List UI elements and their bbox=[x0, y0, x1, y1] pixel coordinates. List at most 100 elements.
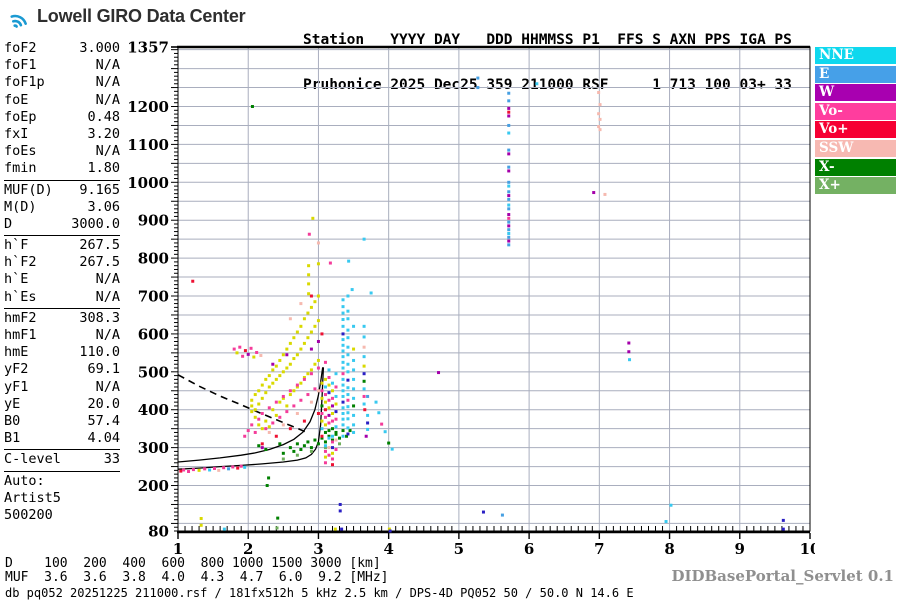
echo-point bbox=[330, 412, 334, 416]
echo-legend: NNE E W Vo- Vo+ SSW X- X+ bbox=[815, 47, 896, 196]
echo-point bbox=[320, 396, 324, 400]
echo-point bbox=[341, 338, 345, 342]
echo-point bbox=[208, 468, 212, 472]
parameter-label: C-level bbox=[4, 451, 61, 468]
parameter-label: 500200 bbox=[4, 506, 53, 523]
echo-point bbox=[507, 228, 511, 232]
echo-point bbox=[348, 429, 352, 433]
parameter-value: 3.20 bbox=[87, 125, 120, 142]
echo-point bbox=[275, 526, 279, 530]
echo-point bbox=[274, 413, 278, 417]
echo-point bbox=[350, 288, 354, 292]
giro-logo: Lowell GIRO Data Center bbox=[7, 3, 246, 29]
echo-point bbox=[327, 406, 331, 410]
x-tick-label: 7 bbox=[594, 540, 604, 558]
echo-point bbox=[316, 319, 320, 323]
ionogram-chart: 1357120011001000900800700600500400300200… bbox=[127, 39, 815, 559]
echo-point bbox=[257, 417, 261, 421]
echo-point bbox=[309, 368, 313, 372]
echo-point bbox=[309, 372, 313, 376]
echo-point bbox=[346, 432, 350, 436]
echo-point bbox=[253, 415, 257, 419]
echo-point bbox=[330, 440, 334, 444]
echo-point bbox=[246, 352, 250, 356]
servlet-version-label: DIDBasePortal_Servlet 0.1 bbox=[671, 567, 894, 585]
echo-point bbox=[281, 457, 285, 461]
echo-point bbox=[267, 374, 271, 378]
parameter-row: yF1 N/A bbox=[4, 379, 120, 396]
echo-point bbox=[306, 440, 310, 444]
echo-point bbox=[323, 449, 327, 453]
parameter-value: N/A bbox=[95, 57, 120, 74]
parameter-value: 3000.0 bbox=[71, 215, 120, 232]
echo-point bbox=[341, 318, 345, 322]
echo-point bbox=[320, 404, 324, 408]
y-tick-label: 1200 bbox=[127, 98, 169, 116]
echo-point bbox=[362, 355, 366, 359]
echo-point bbox=[346, 362, 350, 366]
echo-point bbox=[598, 117, 602, 121]
echo-point bbox=[260, 427, 264, 431]
echo-point bbox=[334, 438, 338, 442]
echo-point bbox=[323, 393, 327, 397]
echo-point bbox=[346, 393, 350, 397]
echo-point bbox=[369, 291, 373, 295]
echo-point bbox=[316, 412, 320, 416]
echo-point bbox=[334, 410, 338, 414]
echo-point bbox=[346, 426, 350, 430]
echo-point bbox=[264, 377, 268, 381]
echo-point bbox=[327, 446, 331, 450]
legend-item-ssw: SSW bbox=[815, 139, 896, 157]
echo-point bbox=[507, 152, 511, 156]
parameter-row: hmF2 308.3 bbox=[4, 310, 120, 327]
parameter-value: 33 bbox=[103, 451, 120, 468]
y-tick-label: 300 bbox=[138, 439, 169, 457]
echo-point bbox=[598, 128, 602, 132]
echo-point bbox=[299, 381, 303, 385]
x-tick-label: 2 bbox=[243, 540, 253, 558]
echo-point bbox=[217, 468, 221, 472]
echo-point bbox=[352, 347, 356, 351]
echo-point bbox=[352, 324, 356, 328]
parameter-value: 1.80 bbox=[87, 160, 120, 177]
echo-point bbox=[328, 261, 332, 265]
muf-transmission-curve bbox=[177, 374, 310, 435]
echo-point bbox=[327, 434, 331, 438]
echo-point bbox=[346, 328, 350, 332]
echo-point bbox=[232, 347, 236, 351]
parameter-value: 4.04 bbox=[87, 430, 120, 447]
echo-point bbox=[323, 430, 327, 434]
echo-point bbox=[267, 425, 271, 429]
parameter-label: foEs bbox=[4, 143, 37, 160]
echo-point bbox=[341, 377, 345, 381]
echo-point bbox=[507, 231, 511, 235]
echo-point bbox=[338, 436, 342, 440]
echo-point bbox=[222, 527, 226, 531]
echo-point bbox=[292, 357, 296, 361]
echo-point bbox=[260, 396, 264, 400]
echo-point bbox=[366, 427, 370, 431]
parameter-row: h`Es N/A bbox=[4, 289, 120, 306]
echo-point bbox=[267, 406, 271, 410]
echo-point bbox=[341, 324, 345, 328]
echo-point bbox=[437, 371, 441, 375]
echo-point bbox=[597, 125, 601, 129]
echo-point bbox=[327, 375, 331, 379]
echo-point bbox=[306, 393, 310, 397]
echo-point bbox=[507, 197, 511, 201]
echo-point bbox=[507, 91, 511, 95]
echo-point bbox=[271, 362, 275, 366]
parameter-value: N/A bbox=[95, 378, 120, 395]
echo-point bbox=[346, 336, 350, 340]
echo-point bbox=[340, 527, 344, 531]
echo-point bbox=[597, 90, 601, 94]
parameter-row: foF1p N/A bbox=[4, 74, 120, 91]
echo-point bbox=[323, 440, 327, 444]
echo-point bbox=[334, 448, 338, 452]
echo-point bbox=[374, 400, 378, 404]
echo-point bbox=[323, 444, 327, 448]
echo-point bbox=[285, 347, 289, 351]
echo-point bbox=[316, 358, 320, 362]
x-tick-label: 9 bbox=[735, 540, 745, 558]
echo-point bbox=[257, 389, 261, 393]
